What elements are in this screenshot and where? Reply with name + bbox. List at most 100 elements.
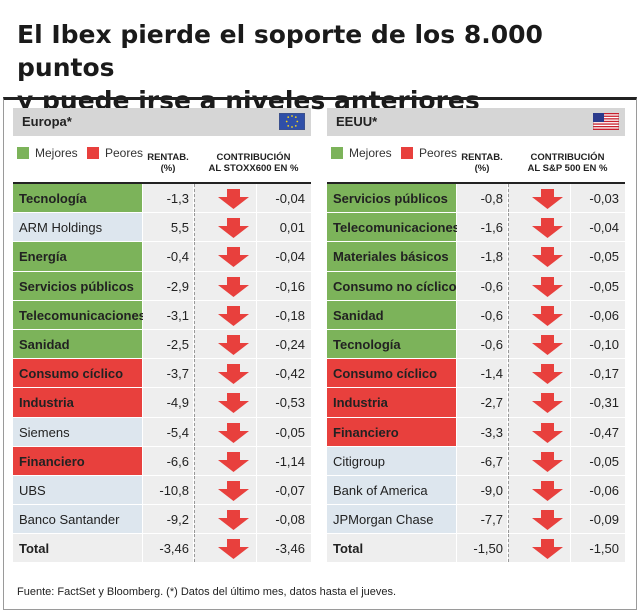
down-arrow-icon [532, 334, 563, 355]
row-contrib-value: -0,47 [571, 417, 625, 446]
down-arrow-icon [532, 510, 563, 531]
row-contrib-value: -0,04 [257, 184, 311, 213]
row-contrib-value: -0,08 [257, 505, 311, 534]
row-contrib-value: -1,14 [257, 446, 311, 475]
table-row: Servicios públicos -0,8 -0,03 [327, 184, 625, 214]
row-contrib-value: -0,07 [257, 475, 311, 505]
eu-flag-icon [279, 113, 305, 130]
row-label: Telecomunicaciones [327, 213, 460, 242]
table-row: Siemens -5,4 -0,05 [13, 417, 311, 447]
row-label: Energía [13, 242, 142, 271]
row-contrib-value: -0,53 [257, 388, 311, 417]
column-divider [508, 446, 509, 475]
row-contrib-value: -0,42 [257, 359, 311, 388]
eeuu-panel: EEUU* Mejores Peores RENTAB. (%) CONTRIB… [327, 108, 625, 564]
row-arrow-cell [508, 359, 570, 388]
down-arrow-icon [218, 393, 249, 414]
row-rentab-value: -7,7 [457, 505, 507, 534]
down-arrow-icon [532, 247, 563, 268]
row-label: Sanidad [13, 329, 142, 359]
row-rentab-value: -0,6 [457, 300, 507, 329]
row-label: Industria [327, 388, 456, 417]
row-arrow-cell [508, 213, 570, 242]
europa-table-rows: Tecnología -1,3 -0,04 ARM Holdings 5,5 0,01 En… [13, 182, 311, 564]
legend-peores: Peores [87, 146, 143, 160]
column-divider [194, 359, 195, 388]
row-label: ARM Holdings [13, 213, 142, 242]
row-arrow-cell [508, 446, 570, 475]
table-row: Telecomunicaciones -3,1 -0,18 [13, 300, 311, 330]
row-contrib-value: -1,50 [571, 534, 625, 563]
table-row: Sanidad -2,5 -0,24 [13, 329, 311, 360]
column-divider [194, 505, 195, 534]
down-arrow-icon [532, 305, 563, 326]
row-rentab-value: -5,4 [143, 417, 193, 446]
eeuu-col-rentab: RENTAB. (%) [455, 152, 509, 174]
column-divider [508, 534, 509, 563]
column-divider [194, 534, 195, 563]
legend-peores: Peores [401, 146, 457, 160]
col-contrib-line1: CONTRIBUCIÓN [530, 152, 605, 163]
row-contrib-value: -0,06 [571, 300, 625, 329]
column-divider [194, 329, 195, 359]
europa-col-rentab: RENTAB. (%) [141, 152, 195, 174]
row-rentab-value: 5,5 [143, 213, 193, 242]
col-rentab-line1: RENTAB. [461, 152, 503, 163]
row-arrow-cell [508, 534, 570, 563]
down-arrow-icon [532, 393, 563, 414]
europa-panel-header: Europa* [13, 108, 311, 136]
row-rentab-value: -0,6 [457, 329, 507, 359]
row-rentab-value: -0,4 [143, 242, 193, 271]
table-row: Servicios públicos -2,9 -0,16 [13, 271, 311, 301]
row-contrib-value: -0,05 [571, 446, 625, 475]
row-arrow-cell [508, 329, 570, 359]
table-row-total: Total -3,46 -3,46 [13, 534, 311, 564]
source-footnote: Fuente: FactSet y Bloomberg. (*) Datos d… [17, 586, 397, 598]
row-arrow-cell [194, 242, 256, 271]
legend-mejores-swatch [331, 147, 343, 159]
row-label: Servicios públicos [13, 271, 142, 300]
legend-peores-swatch [87, 147, 99, 159]
down-arrow-icon [218, 364, 249, 385]
down-arrow-icon [218, 480, 249, 501]
column-divider [194, 475, 195, 505]
down-arrow-icon [218, 539, 249, 560]
row-arrow-cell [194, 329, 256, 359]
row-label: Industria [13, 388, 142, 417]
row-contrib-value: -0,06 [571, 475, 625, 505]
column-divider [194, 213, 195, 242]
column-divider [194, 300, 195, 329]
column-divider [194, 388, 195, 417]
row-label: Telecomunicaciones [13, 300, 146, 329]
row-label: Financiero [327, 417, 456, 446]
eeuu-table-rows: Servicios públicos -0,8 -0,03 Telecomunicac… [327, 182, 625, 564]
row-rentab-value: -2,7 [457, 388, 507, 417]
legend-mejores-label: Mejores [35, 146, 78, 160]
table-row: Industria -4,9 -0,53 [13, 388, 311, 418]
down-arrow-icon [532, 451, 563, 472]
table-row: Tecnología -1,3 -0,04 [13, 184, 311, 214]
row-rentab-value: -1,8 [457, 242, 507, 271]
row-label: Consumo cíclico [13, 359, 142, 388]
row-rentab-value: -1,4 [457, 359, 507, 388]
row-contrib-value: -0,16 [257, 271, 311, 300]
row-rentab-value: -0,8 [457, 184, 507, 213]
row-arrow-cell [194, 388, 256, 417]
row-contrib-value: -0,24 [257, 329, 311, 359]
column-divider [508, 213, 509, 242]
row-arrow-cell [508, 300, 570, 329]
row-contrib-value: -0,05 [571, 242, 625, 271]
column-divider [194, 271, 195, 300]
row-rentab-value: -0,6 [457, 271, 507, 300]
row-arrow-cell [194, 534, 256, 563]
chart-frame [3, 97, 637, 610]
row-label: Sanidad [327, 300, 456, 329]
column-divider [194, 446, 195, 475]
down-arrow-icon [532, 189, 563, 209]
row-arrow-cell [194, 213, 256, 242]
legend-peores-label: Peores [419, 146, 458, 160]
col-contrib-line2: AL STOXX600 EN % [208, 163, 299, 174]
row-rentab-value: -1,3 [143, 184, 193, 213]
row-rentab-value: -2,5 [143, 329, 193, 359]
column-divider [194, 417, 195, 446]
